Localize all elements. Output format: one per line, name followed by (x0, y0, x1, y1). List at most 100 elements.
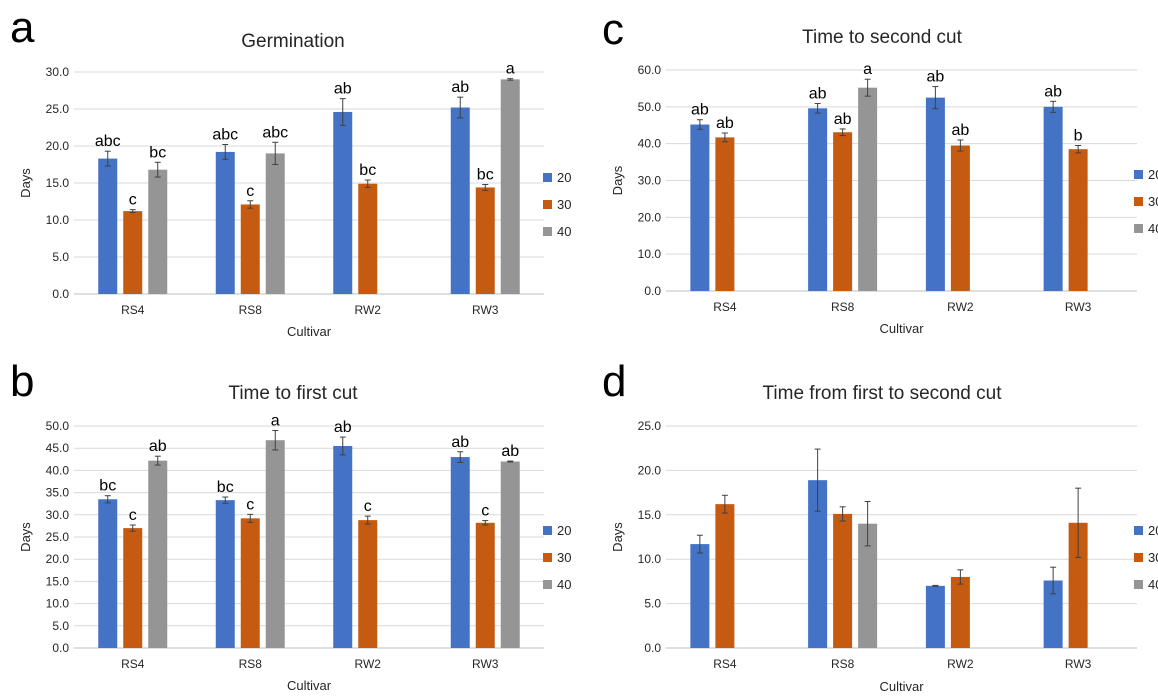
significance-label: c (481, 503, 489, 520)
y-tick-label: 30.0 (46, 65, 70, 79)
x-tick-label: RS8 (831, 300, 855, 314)
significance-label: c (246, 496, 254, 513)
significance-label: bc (99, 478, 116, 495)
bar-20-RS8 (215, 151, 235, 294)
y-tick-label: 5.0 (52, 250, 69, 264)
significance-label: bc (217, 479, 234, 496)
chart-panel-a: a Germination 0.0 5.0 10.0 15.0 20.0 25.0 30.0 RS… (10, 3, 571, 339)
legend-label-40: 40 (1148, 577, 1158, 592)
legend-label-40: 40 (557, 224, 571, 239)
y-tick-label: 25.0 (46, 102, 70, 116)
y-tick-label: 30.0 (638, 174, 662, 188)
x-tick-label: RW3 (1065, 300, 1092, 314)
x-axis-title: Cultivar (879, 679, 924, 694)
bar-20-RW2 (925, 585, 945, 648)
bar-40-RS8 (858, 87, 878, 292)
bar-30-RS4 (123, 211, 143, 294)
bar-40-RW3 (500, 461, 520, 648)
y-tick-label: 20.0 (638, 210, 662, 224)
y-tick-label: 0.0 (644, 284, 661, 298)
legend-swatch-20 (1134, 170, 1143, 179)
y-tick-label: 60.0 (638, 63, 662, 77)
bar-30-RS8 (833, 132, 853, 291)
y-tick-label: 35.0 (46, 486, 70, 500)
bar-30-RW2 (950, 576, 970, 648)
panel-letter: c (602, 5, 624, 54)
bar-40-RS4 (148, 460, 168, 648)
legend-swatch-30 (1134, 197, 1143, 206)
bar-20-RW3 (1043, 580, 1063, 648)
y-tick-label: 0.0 (52, 287, 69, 301)
significance-label: a (506, 61, 515, 78)
significance-label: ab (926, 69, 944, 86)
chart-title: Time to second cut (802, 27, 963, 48)
bar-40-RS8 (858, 523, 878, 648)
x-axis-title: Cultivar (287, 678, 332, 693)
significance-label: bc (149, 144, 166, 161)
bar-20-RS4 (690, 124, 710, 291)
legend-swatch-20 (543, 526, 552, 535)
bar-20-RW3 (450, 457, 470, 648)
y-tick-label: 40.0 (638, 137, 662, 151)
significance-label: ab (834, 111, 852, 128)
bar-40-RS8 (265, 153, 285, 294)
legend-swatch-20 (543, 173, 552, 182)
x-tick-label: RS4 (713, 657, 737, 671)
y-tick-label: 25.0 (46, 530, 70, 544)
bar-20-RW3 (450, 107, 470, 295)
x-tick-label: RS8 (831, 657, 855, 671)
y-tick-label: 20.0 (638, 463, 662, 477)
y-tick-label: 30.0 (46, 508, 70, 522)
significance-label: ab (716, 115, 734, 132)
legend-label-20: 20 (1148, 523, 1158, 538)
legend-label-30: 30 (557, 550, 571, 565)
significance-label: ab (1044, 83, 1062, 100)
y-tick-label: 45.0 (46, 441, 70, 455)
legend-label-30: 30 (1148, 550, 1158, 565)
significance-label: c (129, 192, 137, 209)
significance-label: b (1074, 128, 1083, 145)
x-axis-title: Cultivar (879, 321, 924, 336)
y-tick-label: 5.0 (52, 619, 69, 633)
panel-letter: d (602, 357, 626, 406)
significance-label: bc (477, 166, 494, 183)
panel-letter: b (10, 357, 34, 406)
bar-40-RS8 (265, 440, 285, 648)
legend-swatch-30 (543, 553, 552, 562)
y-tick-label: 10.0 (46, 213, 70, 227)
bar-20-RS4 (690, 544, 710, 648)
chart-title: Time to first cut (228, 383, 358, 404)
legend-swatch-40 (543, 227, 552, 236)
legend-label-20: 20 (1148, 167, 1158, 182)
legend-swatch-40 (1134, 224, 1143, 233)
significance-label: a (863, 61, 872, 78)
y-tick-label: 10.0 (638, 552, 662, 566)
bar-20-RW2 (333, 445, 353, 648)
bar-30-RS4 (715, 137, 735, 291)
bar-20-RS8 (808, 480, 828, 648)
significance-label: ab (809, 86, 827, 103)
chart-panel-b: b Time to first cut 0.0 5.0 10.0 15.0 20.0 25.0… (10, 357, 571, 693)
y-tick-label: 10.0 (46, 597, 70, 611)
significance-label: ab (451, 79, 469, 96)
x-tick-label: RS8 (239, 657, 263, 671)
bar-20-RS8 (215, 500, 235, 648)
y-tick-label: 10.0 (638, 247, 662, 261)
y-tick-label: 25.0 (638, 419, 662, 433)
bar-30-RS8 (240, 204, 260, 294)
significance-label: ab (951, 122, 969, 139)
y-axis-title: Days (610, 522, 625, 552)
significance-label: ab (334, 81, 352, 98)
significance-label: ab (501, 443, 519, 460)
bar-20-RS4 (98, 158, 118, 294)
bar-30-RW2 (358, 183, 378, 294)
y-tick-label: 40.0 (46, 463, 70, 477)
significance-label: ab (149, 438, 167, 455)
chart-title: Time from first to second cut (763, 383, 1003, 404)
x-tick-label: RS4 (713, 300, 737, 314)
legend-label-20: 20 (557, 170, 571, 185)
y-tick-label: 20.0 (46, 552, 70, 566)
bar-30-RW2 (950, 145, 970, 291)
bar-30-RW3 (475, 187, 495, 294)
x-tick-label: RW2 (355, 303, 382, 317)
